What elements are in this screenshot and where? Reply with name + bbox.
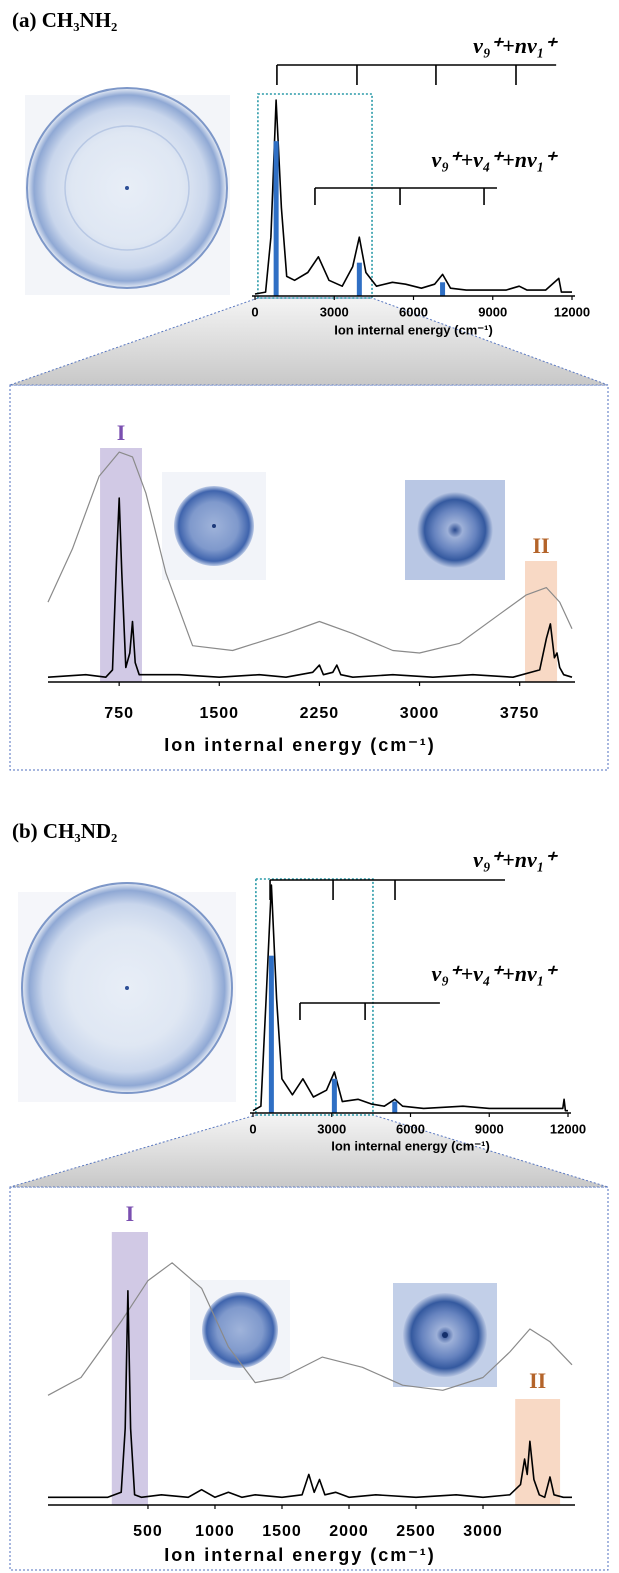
spectrum-line [253, 885, 568, 1111]
x-tick-label: 9000 [475, 1121, 504, 1136]
stick [392, 1102, 397, 1113]
x-axis-label: Ion internal energy (cm⁻¹) [164, 1545, 436, 1565]
velocity-map-image [202, 1292, 278, 1368]
x-tick-label: 3000 [317, 1121, 346, 1136]
x-tick-label: 6000 [399, 304, 428, 319]
x-tick-label: 750 [104, 705, 134, 722]
x-tick-label: 9000 [478, 304, 507, 319]
center-dot [442, 1332, 448, 1338]
x-tick-label: 2000 [329, 1523, 369, 1540]
comb-label: v₉⁺+nv₁⁺ [473, 847, 558, 872]
zoom-projection [10, 1115, 608, 1187]
panel-title: (a) CH₃NH₂ [12, 8, 117, 32]
x-tick-label: 0 [251, 304, 258, 319]
zoom-projection [10, 298, 608, 385]
stick [332, 1079, 337, 1113]
x-tick-label: 12000 [554, 304, 590, 319]
x-tick-label: 3750 [500, 705, 540, 722]
x-tick-label: 3000 [463, 1523, 503, 1540]
spectrum-line [255, 100, 572, 294]
x-tick-label: 1500 [199, 705, 239, 722]
x-tick-label: 1500 [262, 1523, 302, 1540]
center-dot [125, 186, 129, 190]
center-dot [212, 524, 216, 528]
region-label: I [126, 1201, 135, 1226]
stick [440, 282, 445, 296]
x-axis-label: Ion internal energy (cm⁻¹) [164, 735, 436, 755]
x-axis-label: Ion internal energy (cm⁻¹) [334, 322, 493, 337]
comb-label: v₉⁺+v₄⁺+nv₁⁺ [432, 147, 559, 172]
x-axis-label: Ion internal energy (cm⁻¹) [331, 1138, 490, 1153]
stick [357, 263, 362, 296]
x-tick-label: 500 [133, 1523, 163, 1540]
region-label: I [117, 420, 126, 445]
comb-label: v₉⁺+nv₁⁺ [473, 33, 558, 58]
x-tick-label: 1000 [195, 1523, 235, 1540]
x-tick-label: 12000 [550, 1121, 586, 1136]
region-label: II [532, 533, 549, 558]
x-tick-label: 2250 [300, 705, 340, 722]
x-tick-label: 0 [249, 1121, 256, 1136]
x-tick-label: 3000 [320, 304, 349, 319]
zoom-frame [10, 1187, 608, 1570]
x-tick-label: 3000 [400, 705, 440, 722]
comb-label: v₉⁺+v₄⁺+nv₁⁺ [432, 961, 559, 986]
velocity-map-image [417, 492, 493, 568]
stick [269, 956, 274, 1113]
center-dot [125, 986, 129, 990]
x-tick-label: 2500 [396, 1523, 436, 1540]
figure: 0 3000 6000 9000 12000 Ion internal energy (c… [0, 0, 619, 1573]
x-tick-label: 6000 [396, 1121, 425, 1136]
stick [274, 141, 279, 296]
region-label: II [529, 1368, 546, 1393]
panel-title: (b) CH₃ND₂ [12, 819, 117, 843]
